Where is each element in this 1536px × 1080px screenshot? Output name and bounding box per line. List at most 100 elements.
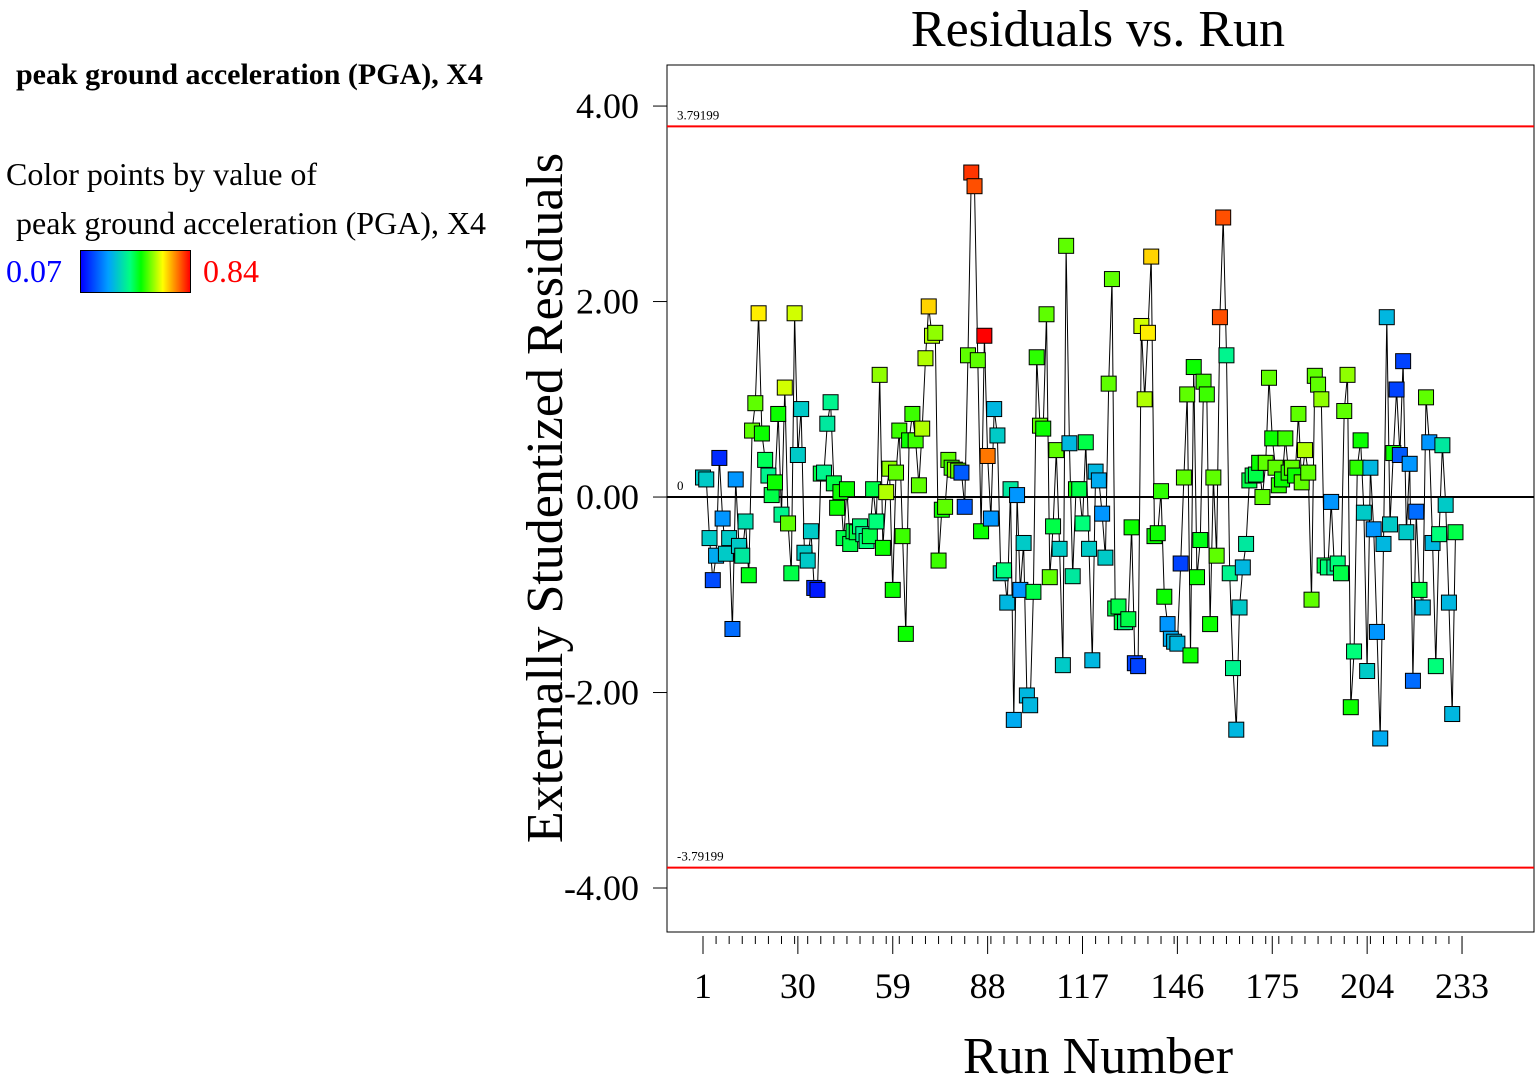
reference-line-label: 0 xyxy=(677,478,684,493)
data-point xyxy=(1198,386,1215,403)
data-point xyxy=(802,523,819,540)
data-point xyxy=(989,427,1006,444)
data-point xyxy=(780,515,797,532)
data-point xyxy=(698,471,715,488)
y-tick-label: 0.00 xyxy=(576,477,639,517)
data-point xyxy=(1153,483,1170,500)
data-point xyxy=(930,552,947,569)
x-tick-label: 30 xyxy=(780,966,816,1006)
data-point xyxy=(822,394,839,411)
data-point xyxy=(809,581,826,598)
data-point xyxy=(1211,309,1228,326)
data-point xyxy=(1231,599,1248,616)
legend-min-value: 0.07 xyxy=(6,253,62,289)
data-point xyxy=(766,474,783,491)
data-point xyxy=(1202,616,1219,633)
data-point xyxy=(1189,569,1206,586)
data-point xyxy=(1359,663,1376,680)
x-tick-label: 175 xyxy=(1245,966,1299,1006)
reference-line-label: 3.79199 xyxy=(677,107,719,122)
data-point xyxy=(1185,359,1202,376)
data-point xyxy=(986,401,1003,418)
data-point xyxy=(1035,420,1052,437)
data-point xyxy=(799,552,816,569)
x-tick-label: 88 xyxy=(970,966,1006,1006)
data-point xyxy=(1228,721,1245,738)
data-point xyxy=(1404,672,1421,689)
data-point xyxy=(1296,442,1313,459)
data-point xyxy=(1368,623,1385,640)
data-point xyxy=(1005,711,1022,728)
data-point xyxy=(871,366,888,383)
data-point xyxy=(1342,699,1359,716)
data-point xyxy=(973,523,990,540)
data-point xyxy=(1401,455,1418,472)
data-point xyxy=(1437,496,1454,513)
data-point xyxy=(1143,248,1160,265)
data-point xyxy=(740,567,757,584)
legend-max-value: 0.84 xyxy=(203,253,259,289)
data-point xyxy=(1427,658,1444,675)
data-point xyxy=(1074,515,1091,532)
chart-title: Residuals vs. Run xyxy=(911,1,1285,58)
data-point xyxy=(1058,237,1075,254)
data-point xyxy=(937,498,954,515)
data-point xyxy=(1051,540,1068,557)
data-point xyxy=(770,405,787,422)
data-point xyxy=(969,352,986,369)
data-point xyxy=(1172,555,1189,572)
reference-line-label: -3.79199 xyxy=(677,849,724,864)
data-point xyxy=(888,464,905,481)
data-point xyxy=(793,401,810,418)
data-point xyxy=(1300,464,1317,481)
data-point xyxy=(786,305,803,322)
data-point xyxy=(878,484,895,501)
data-point xyxy=(1440,594,1457,611)
data-point xyxy=(1303,591,1320,608)
data-point xyxy=(701,530,718,547)
data-point xyxy=(757,451,774,468)
x-tick-label: 204 xyxy=(1340,966,1394,1006)
data-point xyxy=(1234,559,1251,576)
data-point xyxy=(1022,697,1039,714)
data-point xyxy=(789,447,806,464)
data-point xyxy=(956,498,973,515)
data-point xyxy=(1156,588,1173,605)
data-point xyxy=(1090,472,1107,489)
data-point xyxy=(1136,391,1153,408)
y-tick-label: -4.00 xyxy=(564,868,639,908)
data-point xyxy=(1238,535,1255,552)
x-tick-label: 233 xyxy=(1435,966,1489,1006)
data-point xyxy=(1382,516,1399,533)
data-point xyxy=(1045,518,1062,535)
data-point xyxy=(714,510,731,527)
data-point xyxy=(1277,430,1294,447)
x-axis-label: Run Number xyxy=(963,1028,1233,1080)
color-legend-bar xyxy=(80,250,191,293)
data-point xyxy=(1192,532,1209,549)
data-point xyxy=(1355,504,1372,521)
data-point xyxy=(753,425,770,442)
sidebar-title: peak ground acceleration (PGA), X4 xyxy=(16,58,483,91)
data-point xyxy=(724,620,741,637)
plot-frame xyxy=(666,64,1535,933)
data-point xyxy=(1225,660,1242,677)
data-point xyxy=(1038,306,1055,323)
data-point xyxy=(776,379,793,396)
data-point xyxy=(1208,547,1225,564)
data-point xyxy=(1414,599,1431,616)
data-point xyxy=(1388,381,1405,398)
data-point xyxy=(1323,493,1340,510)
data-point xyxy=(1365,521,1382,538)
data-point xyxy=(1411,581,1428,598)
data-point xyxy=(1169,635,1186,652)
data-point xyxy=(1077,434,1094,451)
data-point xyxy=(1444,706,1461,723)
series-connector-line xyxy=(702,172,1456,739)
data-point xyxy=(1398,524,1415,541)
data-point xyxy=(884,581,901,598)
data-point xyxy=(920,298,937,315)
x-tick-label: 146 xyxy=(1150,966,1204,1006)
data-point xyxy=(1431,526,1448,543)
data-point xyxy=(1064,568,1081,585)
